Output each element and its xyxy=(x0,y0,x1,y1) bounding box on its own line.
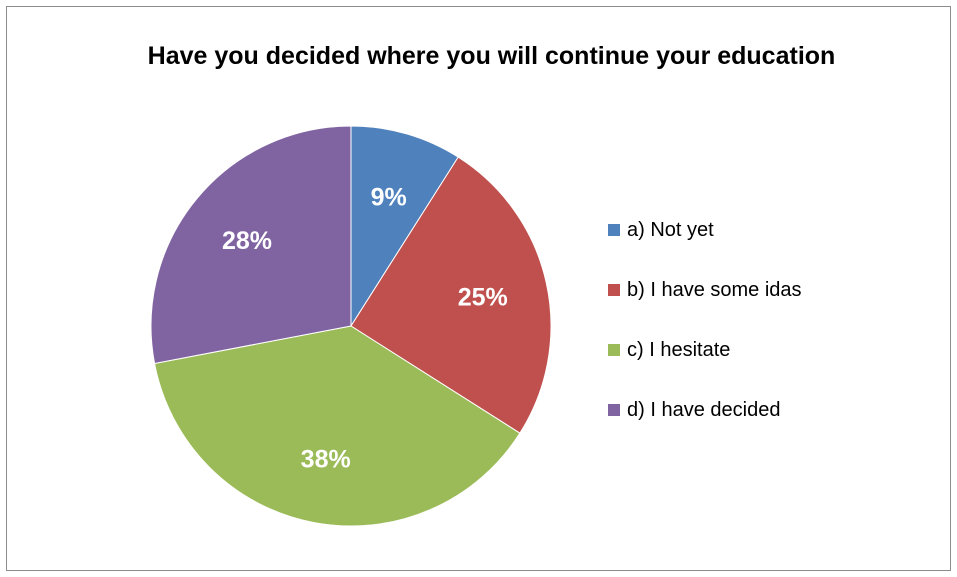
pie-slice-d xyxy=(150,125,352,365)
pie-value-labels: 9% 25% 38% 28% xyxy=(222,183,508,473)
pie-slices xyxy=(150,125,552,527)
legend-item-b: b) I have some idas xyxy=(608,272,802,308)
legend-label-c: c) I hesitate xyxy=(627,338,731,361)
legend-item-d: d) I have decided xyxy=(608,392,780,428)
slice-label-a: 9% xyxy=(371,183,407,211)
legend-swatch-b xyxy=(608,284,620,296)
pie-slice-a xyxy=(350,125,459,328)
pie-slice-b xyxy=(350,156,552,434)
legend-swatch-c xyxy=(608,344,620,356)
pie-slice-c xyxy=(153,325,521,527)
legend-label-d: d) I have decided xyxy=(627,398,781,421)
chart-title: Have you decided where you will continue… xyxy=(147,42,836,70)
legend-item-a: a) Not yet xyxy=(608,212,714,248)
legend-swatch-d xyxy=(608,404,620,416)
legend-item-c: c) I hesitate xyxy=(608,332,730,368)
legend-label-a: a) Not yet xyxy=(627,218,714,241)
slice-label-d: 28% xyxy=(222,227,272,255)
legend-label-b: b) I have some idas xyxy=(627,278,802,301)
slice-label-c: 38% xyxy=(301,446,351,474)
legend-swatch-a xyxy=(608,224,620,236)
slice-label-b: 25% xyxy=(458,284,508,312)
